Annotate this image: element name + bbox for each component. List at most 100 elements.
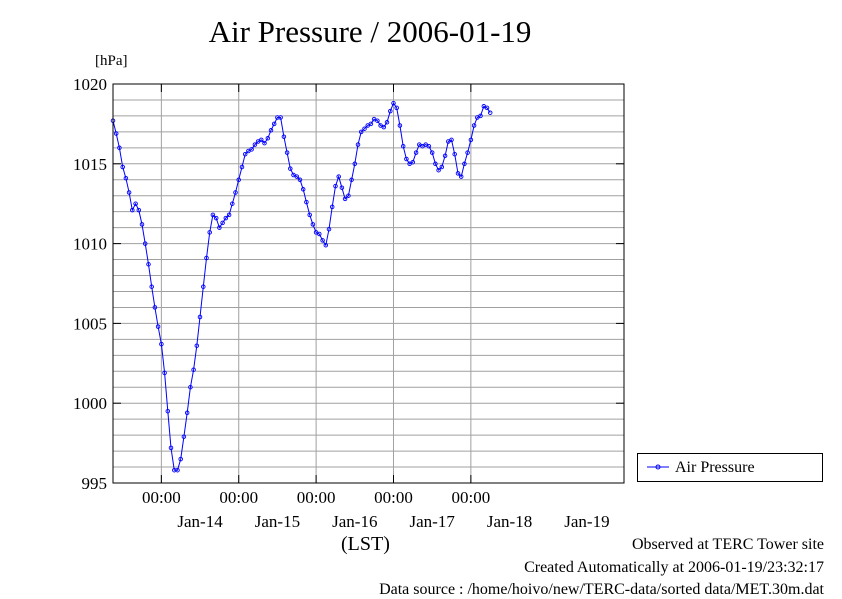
data-point bbox=[204, 255, 209, 261]
data-point bbox=[281, 134, 287, 139]
data-point bbox=[352, 161, 358, 167]
data-point bbox=[471, 123, 477, 128]
data-point bbox=[329, 204, 335, 210]
data-point bbox=[142, 241, 148, 246]
data-point bbox=[217, 225, 222, 230]
data-point bbox=[400, 143, 406, 149]
data-point bbox=[455, 171, 461, 176]
data-point bbox=[336, 174, 341, 179]
data-point bbox=[452, 151, 457, 157]
data-point bbox=[368, 121, 374, 127]
data-point bbox=[375, 118, 380, 123]
x-day-label: Jan-17 bbox=[410, 512, 456, 531]
data-point bbox=[152, 305, 158, 310]
x-axis-label: (LST) bbox=[341, 533, 390, 555]
data-point bbox=[323, 242, 329, 248]
data-point bbox=[304, 199, 309, 205]
x-day-label: Jan-14 bbox=[177, 512, 223, 531]
data-point bbox=[146, 262, 151, 267]
data-point bbox=[133, 201, 138, 206]
footer-source: Data source : /home/hoivo/new/TERC-data/… bbox=[379, 581, 824, 598]
data-point bbox=[342, 196, 348, 202]
data-point bbox=[188, 384, 193, 390]
data-point bbox=[175, 467, 180, 473]
data-point bbox=[265, 136, 271, 141]
data-point bbox=[346, 193, 351, 198]
chart-title: Air Pressure / 2006-01-19 bbox=[208, 14, 532, 49]
data-point bbox=[413, 150, 419, 155]
data-point bbox=[268, 128, 274, 133]
y-tick-label: 1015 bbox=[73, 155, 107, 174]
data-point bbox=[239, 164, 245, 170]
data-point bbox=[123, 175, 129, 181]
data-point bbox=[410, 159, 416, 165]
data-point bbox=[458, 174, 464, 179]
data-point bbox=[226, 212, 232, 218]
grid-lines bbox=[113, 84, 624, 483]
data-point bbox=[362, 126, 367, 131]
data-point bbox=[210, 212, 216, 218]
x-tick-label: 00:00 bbox=[374, 488, 413, 507]
axes: 995 1000 1005 1010 1015 1020 00:00 00:00 00:00 00… bbox=[73, 75, 624, 531]
legend-swatch bbox=[647, 464, 669, 470]
data-point bbox=[259, 137, 264, 143]
data-point bbox=[465, 150, 470, 155]
y-tick-label: 1020 bbox=[73, 75, 107, 94]
y-tick-label: 1010 bbox=[73, 235, 107, 254]
x-tick-label: 00:00 bbox=[451, 488, 490, 507]
data-point bbox=[191, 367, 196, 372]
data-point bbox=[220, 220, 225, 226]
data-point bbox=[149, 284, 154, 289]
y-tick-label: 1000 bbox=[73, 394, 107, 413]
data-point bbox=[381, 124, 387, 130]
data-point bbox=[320, 238, 325, 243]
data-point bbox=[484, 105, 490, 111]
x-day-label: Jan-15 bbox=[255, 512, 300, 531]
data-point bbox=[355, 142, 361, 147]
data-point bbox=[397, 123, 403, 128]
data-point bbox=[139, 222, 145, 227]
data-point bbox=[113, 131, 119, 136]
data-point bbox=[213, 215, 219, 221]
data-point bbox=[442, 153, 448, 159]
data-point bbox=[165, 408, 171, 414]
data-point bbox=[168, 445, 174, 451]
data-point bbox=[307, 212, 312, 218]
y-axis-unit-label: [hPa] bbox=[95, 53, 128, 69]
data-point bbox=[262, 140, 267, 146]
data-point bbox=[310, 222, 316, 227]
x-day-label: Jan-19 bbox=[564, 512, 609, 531]
data-point bbox=[284, 150, 290, 155]
series-line bbox=[112, 102, 491, 471]
data-point bbox=[207, 230, 212, 235]
data-point bbox=[294, 174, 300, 179]
data-point bbox=[288, 166, 293, 171]
y-tick-label: 995 bbox=[82, 474, 108, 493]
data-point bbox=[394, 105, 399, 111]
data-point bbox=[136, 207, 142, 213]
data-point bbox=[278, 115, 283, 120]
plot-frame bbox=[112, 83, 625, 484]
y-tick-label: 1005 bbox=[73, 314, 107, 333]
data-point bbox=[349, 177, 354, 183]
data-point bbox=[130, 207, 135, 213]
data-point bbox=[388, 108, 393, 114]
data-point bbox=[436, 167, 441, 173]
data-point bbox=[426, 143, 432, 149]
x-day-label: Jan-18 bbox=[487, 512, 532, 531]
data-point bbox=[487, 110, 493, 115]
data-point bbox=[230, 201, 235, 206]
data-point bbox=[326, 226, 332, 232]
series-air-pressure bbox=[110, 100, 493, 473]
data-point bbox=[433, 161, 438, 167]
data-point bbox=[162, 370, 167, 376]
data-point bbox=[194, 343, 200, 348]
footer-observed: Observed at TERC Tower site bbox=[631, 536, 824, 553]
data-point bbox=[184, 410, 190, 416]
legend-label: Air Pressure bbox=[675, 459, 755, 476]
data-point bbox=[271, 121, 277, 127]
data-point bbox=[333, 183, 338, 189]
x-tick-label: 00:00 bbox=[142, 488, 181, 507]
data-point bbox=[249, 147, 254, 152]
